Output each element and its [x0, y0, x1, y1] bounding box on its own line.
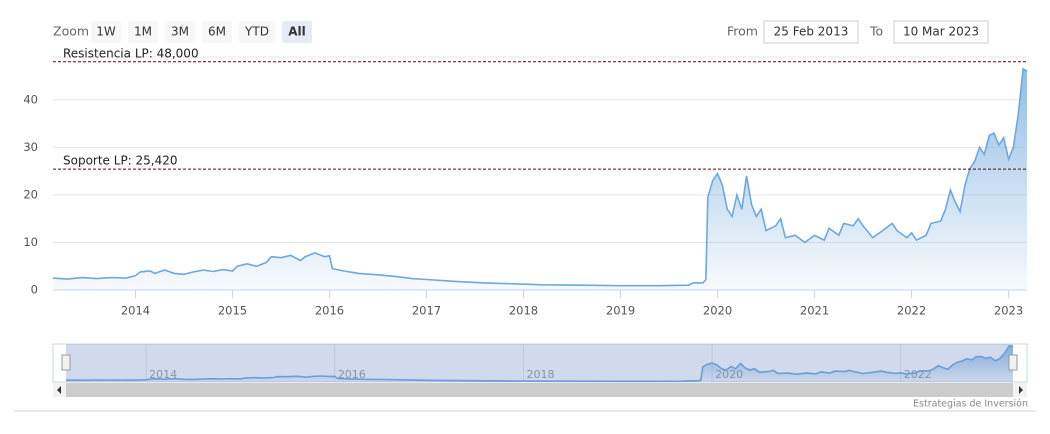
navigator-mask: [66, 344, 1013, 382]
y-tick-label: 10: [23, 235, 38, 249]
navigator-handle[interactable]: [61, 354, 71, 371]
from-value[interactable]: 25 Feb 2013: [774, 25, 849, 39]
zoom-button-label[interactable]: 1M: [134, 25, 152, 39]
zoom-button[interactable]: [165, 21, 195, 43]
to-input[interactable]: [893, 20, 989, 44]
zoom-button[interactable]: [282, 21, 312, 43]
plot-line-label: Resistencia LP: 48,000: [63, 46, 199, 60]
scrollbar-left-arrow[interactable]: [57, 386, 61, 394]
scrollbar-right-arrow[interactable]: [1019, 386, 1023, 394]
zoom-button-label[interactable]: 1W: [96, 25, 116, 39]
plot-line-label: Soporte LP: 25,420: [63, 154, 178, 168]
x-tick-label: 2016: [315, 304, 344, 318]
to-value[interactable]: 10 Mar 2023: [903, 25, 979, 39]
to-label: To: [869, 24, 883, 39]
from-label: From: [727, 24, 758, 39]
x-tick-label: 2022: [897, 304, 926, 318]
y-tick-label: 0: [31, 283, 38, 297]
credit[interactable]: Estrategias de Inversión: [913, 399, 1028, 410]
x-tick-label: 2015: [218, 304, 247, 318]
zoom-button[interactable]: [202, 21, 232, 43]
from-input[interactable]: [763, 20, 859, 44]
scrollbar-thumb[interactable]: [66, 383, 1013, 397]
series-line: [52, 67, 1028, 287]
navigator-handle[interactable]: [1008, 354, 1018, 371]
navigator-tick-label: 2014: [149, 368, 177, 381]
x-tick-label: 2021: [800, 304, 829, 318]
zoom-button-label[interactable]: All: [288, 25, 306, 39]
navigator-tick-label: 2018: [526, 368, 554, 381]
zoom-label: Zoom: [53, 24, 89, 39]
navigator-tick-label: 2016: [338, 368, 366, 381]
x-tick-label: 2014: [121, 304, 150, 318]
x-tick-label: 2018: [509, 304, 538, 318]
zoom-button-label[interactable]: 3M: [171, 25, 189, 39]
x-tick-label: 2023: [994, 304, 1023, 318]
zoom-button-label[interactable]: 6M: [208, 25, 226, 39]
zoom-button[interactable]: [128, 21, 158, 43]
navigator-line: [65, 345, 1014, 383]
x-tick-label: 2017: [412, 304, 441, 318]
x-tick-label: 2019: [606, 304, 635, 318]
zoom-button[interactable]: [239, 21, 275, 43]
y-tick-label: 40: [23, 92, 38, 106]
y-tick-label: 20: [23, 187, 38, 201]
zoom-button[interactable]: [91, 21, 121, 43]
y-tick-label: 30: [23, 140, 38, 154]
series-area: [53, 68, 1027, 291]
x-tick-label: 2020: [703, 304, 732, 318]
zoom-button-label[interactable]: YTD: [244, 25, 269, 39]
